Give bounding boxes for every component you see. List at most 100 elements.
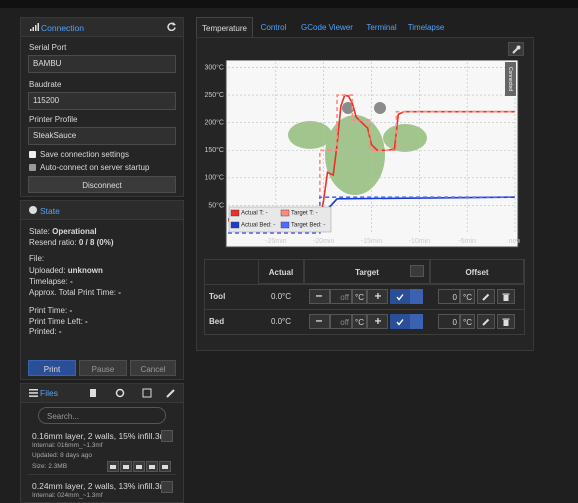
save-checkbox[interactable]: [29, 151, 36, 158]
serial-port-select[interactable]: BAMBU: [28, 55, 176, 73]
x-tick-label: -15min: [361, 238, 383, 245]
state-line: Timelapse: -: [29, 277, 73, 286]
profile-select[interactable]: SteakSauce: [28, 127, 176, 145]
state-label: Timelapse:: [29, 277, 68, 286]
file-delete-button[interactable]: [161, 430, 173, 442]
status-tag: [505, 62, 516, 96]
state-value: -: [118, 288, 121, 297]
connection-header[interactable]: [21, 18, 183, 37]
baudrate-select[interactable]: 115200: [28, 92, 176, 110]
search-input[interactable]: Search...: [38, 407, 166, 424]
disconnect-button[interactable]: Disconnect: [28, 176, 176, 193]
state-value: unknown: [67, 266, 103, 275]
state-line: State: Operational: [29, 227, 97, 236]
target-unit: °C: [352, 289, 367, 304]
state-value: -: [69, 306, 73, 315]
state-label: Resend ratio:: [29, 238, 77, 247]
auto-connect-checkbox[interactable]: [29, 164, 36, 171]
serial-port-label: Serial Port: [29, 43, 67, 52]
state-value: -: [58, 327, 62, 336]
print-button[interactable]: Print: [28, 360, 76, 376]
state-line: File:: [29, 254, 44, 263]
legend-label: Target T: -: [291, 211, 318, 217]
tab[interactable]: Timelapse: [407, 23, 445, 32]
temperature-chart: Connected 50°C 100°C 150°C 200°C 250°C 300°C -…: [204, 60, 520, 248]
state-label: Print Time:: [29, 306, 68, 315]
state-value: Operational: [52, 227, 97, 236]
state-title[interactable]: State: [40, 206, 60, 216]
set-button[interactable]: [390, 314, 410, 329]
state-label: State:: [29, 227, 50, 236]
y-tick-label: 50°C: [208, 201, 224, 209]
series-line: [228, 94, 515, 234]
x-tick-label: -5min: [458, 238, 476, 245]
auto-connect-label: Auto-connect on server startup: [40, 163, 150, 172]
column-header: Offset: [430, 259, 524, 284]
file-item[interactable]: [28, 428, 176, 475]
state-line: Approx. Total Print Time: -: [29, 288, 121, 297]
status-tag-label: Connected: [507, 67, 513, 91]
target-dropdown[interactable]: [410, 265, 424, 277]
state-label: Print Time Left:: [29, 317, 83, 326]
actual-temp: 0.0°C: [270, 317, 292, 326]
offset-input[interactable]: 0: [438, 314, 460, 329]
y-tick-label: 300°C: [204, 63, 224, 71]
legend-swatch: [280, 221, 290, 229]
pencil-icon: [482, 318, 490, 326]
state-line: Print Time: -: [29, 306, 72, 315]
state-value: -: [70, 277, 73, 286]
file-action-buttons[interactable]: [107, 461, 173, 472]
check-icon: [396, 294, 404, 301]
file-name[interactable]: 0.16mm layer, 2 walls, 15% infill.3mf: [32, 431, 169, 441]
preset-dropdown[interactable]: [410, 289, 423, 304]
state-line: Resend ratio: 0 / 8 (0%): [29, 238, 114, 247]
x-tick-label: -25min: [265, 238, 287, 245]
state-line: Printed: -: [29, 327, 61, 336]
refresh-icon[interactable]: [167, 22, 176, 31]
state-value: 0 / 8 (0%): [78, 238, 114, 247]
file-name[interactable]: 0.24mm layer, 2 walls, 13% infill.3mf: [32, 481, 169, 491]
connection-title[interactable]: Connection: [41, 23, 85, 33]
plus-icon: [375, 293, 381, 299]
offset-unit: °C: [460, 289, 475, 304]
state-line: Print Time Left: -: [29, 317, 88, 326]
row-label: Tool: [209, 292, 226, 301]
legend-box: Actual T: - Target T: - Actual Bed: - Targe…: [228, 206, 332, 233]
files-title[interactable]: Files: [40, 388, 58, 398]
legend-label: Actual Bed: -: [241, 223, 275, 229]
tab[interactable]: Control: [260, 23, 287, 32]
column-header: Actual: [258, 259, 304, 284]
preset-dropdown[interactable]: [410, 314, 423, 329]
file-delete-button[interactable]: [161, 481, 173, 493]
row-label: Bed: [209, 317, 225, 326]
legend-background: [228, 206, 332, 233]
tab[interactable]: Terminal: [366, 23, 397, 32]
minus-icon: [316, 320, 322, 322]
top-bar: [0, 0, 578, 8]
target-input[interactable]: off: [330, 314, 352, 329]
actual-temp: 0.0°C: [270, 292, 292, 301]
list-icon: [29, 389, 38, 397]
save-settings-label: Save connection settings: [40, 150, 129, 159]
legend-swatch: [230, 209, 240, 217]
column-header: Target: [304, 259, 430, 284]
cell-border: [204, 309, 525, 334]
state-panel: [20, 200, 184, 380]
target-input[interactable]: off: [330, 289, 352, 304]
cancel-button[interactable]: Cancel: [130, 360, 176, 376]
pencil-icon: [482, 293, 490, 301]
state-line: Uploaded: unknown: [29, 266, 103, 275]
tab[interactable]: Temperature: [196, 17, 253, 37]
files-toolbar-icons[interactable]: [88, 388, 178, 398]
graph-settings-button[interactable]: [508, 42, 524, 56]
offset-input[interactable]: 0: [438, 289, 460, 304]
state-label: Printed:: [29, 327, 57, 336]
legend-swatch: [280, 209, 290, 217]
tab[interactable]: GCode Viewer: [301, 23, 353, 32]
pause-button[interactable]: Pause: [79, 360, 127, 376]
profile-label: Printer Profile: [29, 115, 78, 124]
file-internal: Internal: 024mm_~1.3mf: [32, 492, 103, 499]
state-header[interactable]: [21, 201, 183, 220]
series-line: [228, 196, 515, 234]
set-button[interactable]: [390, 289, 410, 304]
